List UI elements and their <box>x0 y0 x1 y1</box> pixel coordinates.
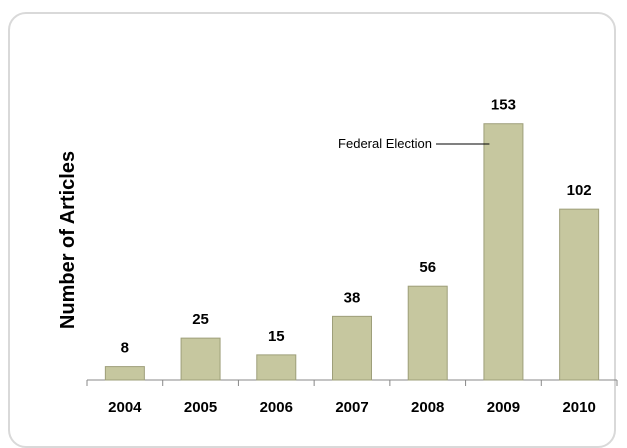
bar-2008 <box>407 285 448 381</box>
tick-label-2006: 2006 <box>260 399 293 416</box>
value-label-2008: 56 <box>419 259 436 276</box>
tick-label-2008: 2008 <box>411 399 444 416</box>
value-label-2007: 38 <box>344 289 361 306</box>
tick-label-2010: 2010 <box>562 399 595 416</box>
value-label-2010: 102 <box>567 182 592 199</box>
tick-label-2009: 2009 <box>487 399 520 416</box>
value-label-2006: 15 <box>268 328 285 345</box>
tick-label-2004: 2004 <box>108 399 142 416</box>
bar-2004 <box>104 366 145 381</box>
tick-label-2005: 2005 <box>184 399 217 416</box>
value-labels: 8 25 15 38 56 153 102 <box>121 97 592 357</box>
bars <box>104 123 600 381</box>
x-ticks <box>86 380 618 386</box>
bar-2010 <box>559 208 600 381</box>
annotation: Federal Election <box>338 136 490 151</box>
bar-2006 <box>256 354 297 381</box>
bar-2007 <box>332 315 372 381</box>
bar-2005 <box>180 337 221 381</box>
tick-labels: 2004 2005 2006 2007 2008 2009 2010 <box>108 399 596 416</box>
annotation-label: Federal Election <box>338 136 432 151</box>
bar-2009 <box>483 123 524 381</box>
value-label-2004: 8 <box>121 340 129 357</box>
y-axis-title: Number of Articles <box>57 151 79 329</box>
value-label-2009: 153 <box>491 97 516 114</box>
value-label-2005: 25 <box>192 311 209 328</box>
tick-label-2007: 2007 <box>335 399 368 416</box>
axes <box>86 379 618 386</box>
